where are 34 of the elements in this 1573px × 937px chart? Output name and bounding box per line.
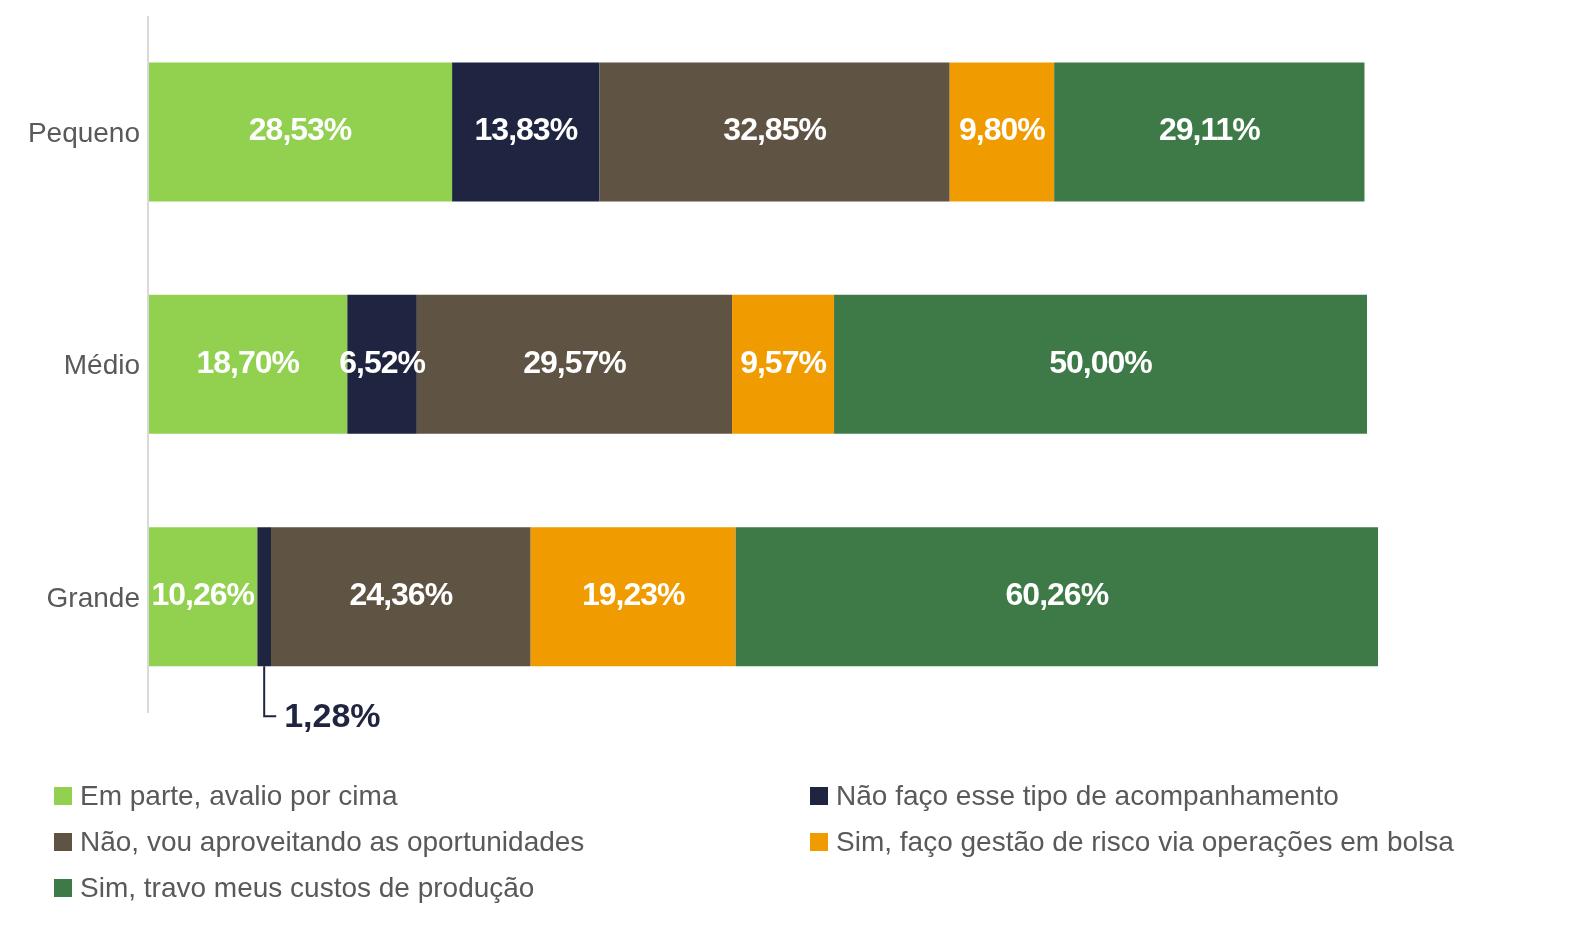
legend-label: Sim, faço gestão de risco via operações em bolsa [836,826,1454,858]
data-label: 13,83% [474,111,578,148]
data-label: 1,28% [284,696,381,735]
data-label: 18,70% [196,343,300,380]
data-label: 9,57% [740,343,827,380]
data-label: 29,57% [523,343,627,380]
data-label: 19,23% [581,576,685,613]
bar [148,527,258,667]
data-label: 10,26% [151,576,255,613]
legend-label: Não faço esse tipo de acompanhamento [836,780,1339,812]
bar [148,62,453,202]
bar [732,294,835,434]
bar [452,62,600,202]
bar [1054,62,1365,202]
data-label: 24,36% [349,576,453,613]
y-tick-label: Médio [63,349,140,381]
y-tick-label: Grande [46,581,140,613]
data-label: 32,85% [723,111,827,148]
bar [834,294,1368,434]
bar [949,62,1055,202]
legend-label: Em parte, avalio por cima [80,780,398,812]
y-tick-label: Pequeno [27,117,140,149]
bar [271,527,531,667]
legend-label: Sim, travo meus custos de produção [80,872,535,904]
bar [599,62,950,202]
data-label: 29,11% [1158,111,1261,148]
data-label: 50,00% [1049,343,1153,380]
bar [257,527,272,667]
data-label: 9,80% [959,111,1046,148]
bar [735,527,1378,667]
legend-label: Não, vou aproveitando as oportunidades [80,826,585,858]
data-label: 28,53% [248,111,352,148]
data-label: 60,26% [1005,576,1109,613]
bar [530,527,736,667]
